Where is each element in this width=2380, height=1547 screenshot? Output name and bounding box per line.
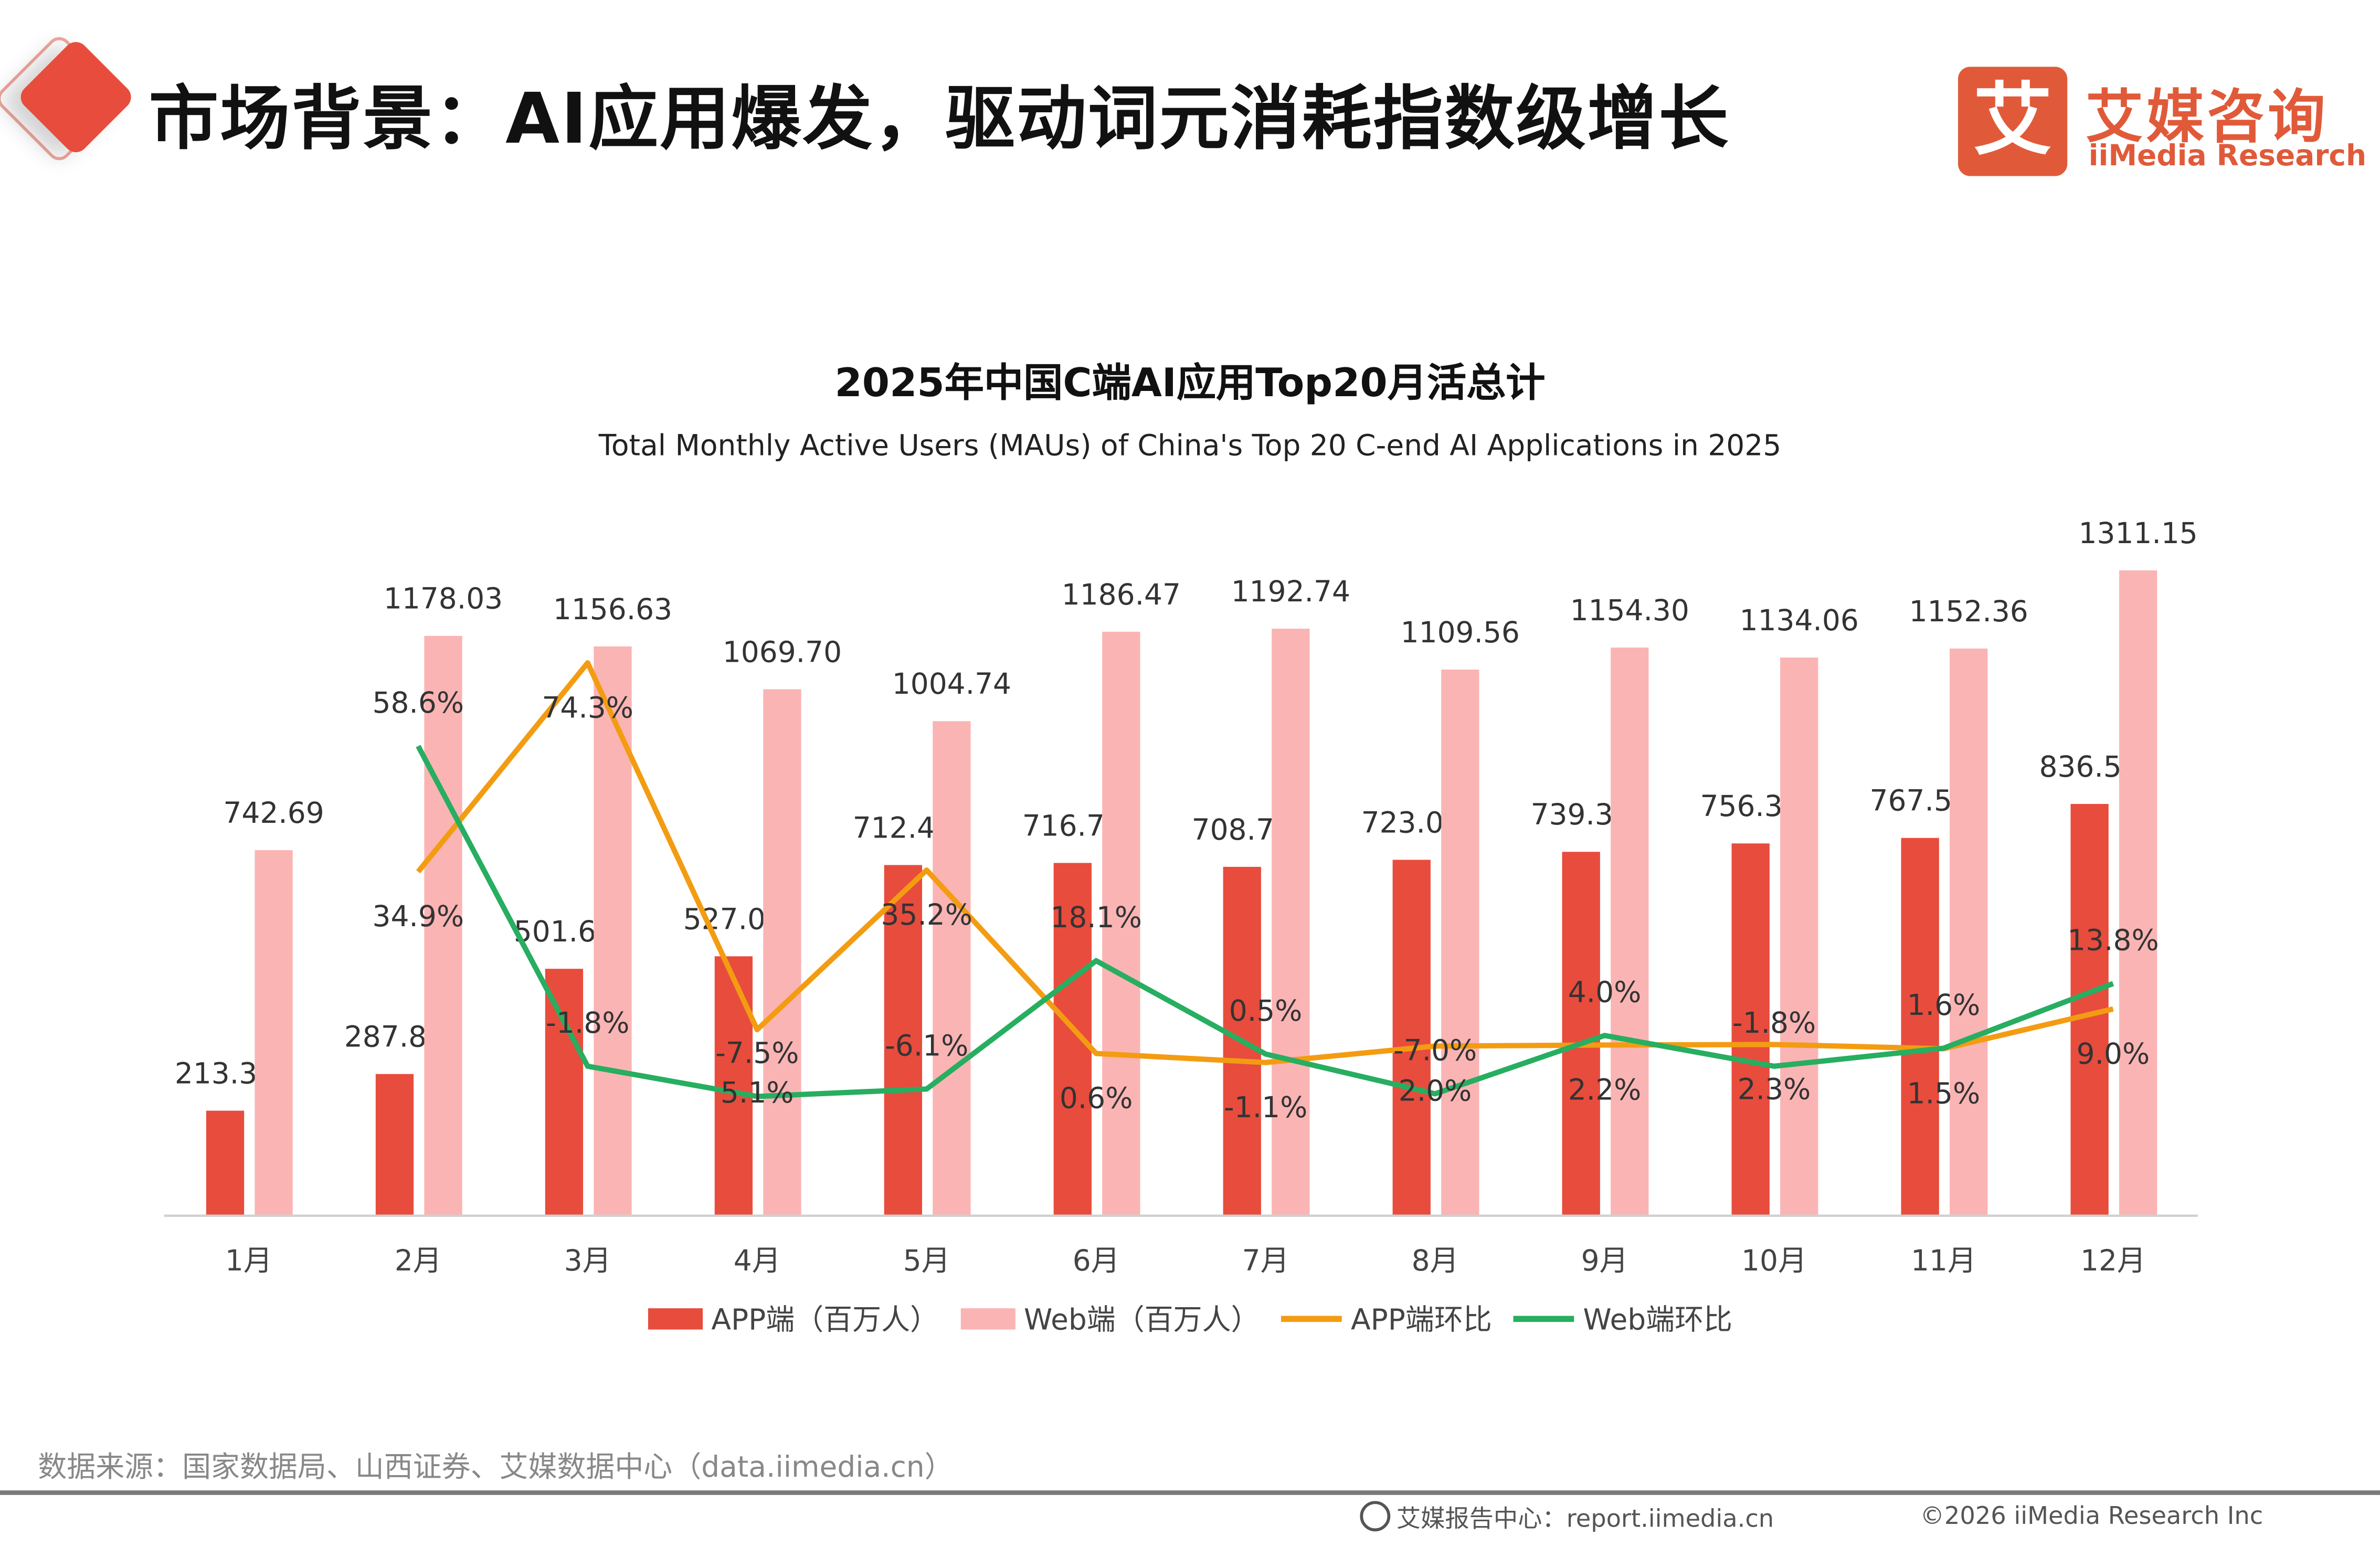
- legend-item-web-growth: Web端环比: [1513, 1298, 1732, 1339]
- app-growth-label: -1.1%: [1224, 1090, 1307, 1124]
- x-tick-label: 8月: [1412, 1244, 1459, 1277]
- web-bar: [763, 689, 801, 1216]
- footer-site-text[interactable]: 艾媒报告中心：report.iimedia.cn: [1396, 1504, 1774, 1533]
- app-growth-label: 35.2%: [881, 898, 972, 931]
- web-growth-label: 4.0%: [1568, 976, 1642, 1009]
- app-bar: [545, 969, 584, 1216]
- web-bar: [1780, 658, 1818, 1216]
- legend-swatch-app: [647, 1307, 703, 1329]
- legend-item-app-growth: APP端环比: [1281, 1298, 1492, 1339]
- footer-divider: [0, 1490, 2380, 1495]
- app-growth-label: 9.0%: [2077, 1037, 2150, 1071]
- legend-line-app-growth: [1281, 1315, 1342, 1321]
- x-tick-label: 12月: [2080, 1244, 2146, 1277]
- web-growth-label: -7.5%: [715, 1036, 799, 1070]
- app-growth-label: 2.2%: [1568, 1073, 1642, 1107]
- web-bar-label: 742.69: [223, 796, 324, 830]
- web-bar-label: 1311.15: [2079, 516, 2198, 550]
- app-growth-label: 2.0%: [1399, 1074, 1472, 1108]
- app-growth-label: 34.9%: [373, 899, 464, 933]
- web-growth-label: -1.8%: [546, 1006, 629, 1040]
- web-growth-label: 13.8%: [2067, 924, 2159, 957]
- x-tick-label: 7月: [1242, 1244, 1289, 1277]
- web-bar-label: 1186.47: [1062, 578, 1181, 611]
- footer-site: 艾媒报告中心：report.iimedia.cn: [1360, 1498, 1774, 1534]
- app-growth-label: 74.3%: [542, 691, 633, 724]
- x-tick-label: 9月: [1581, 1244, 1628, 1277]
- legend-label-web: Web端（百万人）: [1023, 1304, 1260, 1338]
- app-growth-label: 0.6%: [1060, 1082, 1133, 1115]
- web-bar-label: 1154.30: [1570, 594, 1689, 627]
- web-bar: [1950, 648, 1988, 1216]
- web-bar: [933, 721, 971, 1216]
- web-bar: [1272, 628, 1310, 1216]
- x-tick-label: 11月: [1911, 1244, 1976, 1277]
- app-bar: [714, 956, 753, 1216]
- legend: APP端（百万人） Web端（百万人） APP端环比 Web端环比: [0, 1298, 2380, 1339]
- x-tick-label: 2月: [395, 1244, 442, 1277]
- x-tick-label: 5月: [903, 1244, 950, 1277]
- web-bar: [2119, 570, 2157, 1216]
- web-bar-label: 1109.56: [1401, 616, 1520, 649]
- legend-swatch-web: [960, 1307, 1015, 1329]
- app-growth-label: 5.1%: [721, 1076, 794, 1109]
- web-bar-label: 1156.63: [553, 592, 672, 626]
- app-bar: [1731, 843, 1770, 1216]
- legend-line-web-growth: [1513, 1315, 1574, 1321]
- app-growth-label: 2.3%: [1738, 1073, 1811, 1106]
- web-bar: [1102, 631, 1140, 1216]
- logo-en: iiMedia Research: [2088, 140, 2367, 173]
- logo-mark: 艾: [1958, 67, 2068, 176]
- app-growth-label: 1.5%: [1907, 1077, 1981, 1110]
- data-source: 数据来源：国家数据局、山西证券、艾媒数据中心（data.iimedia.cn）: [38, 1450, 954, 1485]
- web-bar-label: 1192.74: [1231, 575, 1350, 608]
- legend-label-web-growth: Web端环比: [1583, 1304, 1733, 1338]
- web-growth-line: [416, 745, 2114, 1099]
- chart-subtitle: Total Monthly Active Users (MAUs) of Chi…: [598, 429, 1782, 463]
- app-bar: [1901, 838, 1939, 1216]
- web-bar: [594, 646, 632, 1216]
- footer-copyright: ©2026 iiMedia Research Inc: [1920, 1501, 2263, 1530]
- web-bar-label: 1004.74: [892, 667, 1011, 701]
- x-tick-label: 10月: [1741, 1244, 1807, 1277]
- legend-item-app: APP端（百万人）: [647, 1298, 939, 1339]
- web-growth-label: -7.0%: [1393, 1034, 1477, 1067]
- x-tick-label: 3月: [564, 1244, 611, 1277]
- web-growth-label: 18.1%: [1050, 900, 1142, 934]
- logo-cn: 艾媒咨询: [2085, 83, 2329, 151]
- web-growth-label: -6.1%: [885, 1029, 968, 1063]
- app-bar: [1392, 860, 1431, 1216]
- web-bar-label: 1152.36: [1909, 595, 2028, 628]
- web-growth-label: 1.6%: [1907, 988, 1981, 1022]
- app-bar: [1562, 852, 1600, 1216]
- app-bar: [206, 1110, 245, 1216]
- web-bar-label: 1178.03: [384, 582, 503, 616]
- app-bar: [375, 1074, 414, 1216]
- page-title: 市场背景：AI应用爆发，驱动词元消耗指数级增长: [149, 77, 1730, 160]
- legend-item-web: Web端（百万人）: [960, 1298, 1260, 1339]
- app-bar: [884, 865, 923, 1216]
- legend-label-app-growth: APP端环比: [1351, 1304, 1492, 1338]
- globe-icon: [1360, 1501, 1391, 1532]
- x-tick-label: 4月: [734, 1244, 781, 1277]
- web-bar: [1441, 669, 1479, 1216]
- chart-title: 2025年中国C端AI应用Top20月活总计: [834, 361, 1546, 407]
- x-tick-label: 6月: [1073, 1244, 1120, 1277]
- legend-label-app: APP端（百万人）: [711, 1304, 939, 1338]
- web-bar: [1611, 648, 1649, 1216]
- web-growth-label: 58.6%: [373, 686, 464, 719]
- web-bar-label: 1134.06: [1740, 603, 1859, 637]
- web-bar-label: 1069.70: [723, 635, 842, 669]
- web-growth-label: 0.5%: [1229, 994, 1303, 1027]
- web-growth-label: -1.8%: [1732, 1006, 1816, 1040]
- web-bar: [424, 635, 462, 1216]
- app-growth-line: [416, 660, 2114, 1065]
- web-bar: [255, 850, 293, 1216]
- x-tick-label: 1月: [225, 1244, 272, 1277]
